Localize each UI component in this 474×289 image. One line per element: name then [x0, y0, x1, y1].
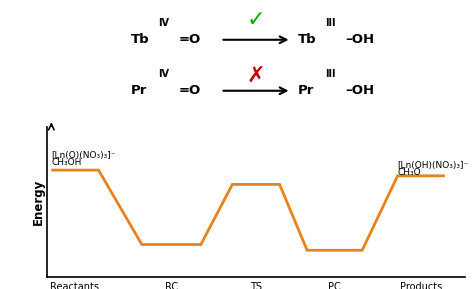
Text: III: III	[325, 18, 335, 28]
Text: =O: =O	[179, 33, 201, 46]
Text: Pr: Pr	[298, 84, 314, 97]
Text: ✗: ✗	[246, 66, 265, 86]
Text: Tb: Tb	[131, 33, 149, 46]
Text: Tb: Tb	[298, 33, 316, 46]
Text: –OH: –OH	[346, 33, 375, 46]
Text: [Ln(O)(NO₃)₃]⁻: [Ln(O)(NO₃)₃]⁻	[51, 151, 116, 160]
Text: –OH: –OH	[346, 84, 375, 97]
Text: III: III	[325, 69, 335, 79]
Text: Pr: Pr	[131, 84, 147, 97]
Text: [Ln(OH)(NO₃)₃]⁻: [Ln(OH)(NO₃)₃]⁻	[398, 161, 469, 170]
Text: CH₃O: CH₃O	[398, 168, 421, 177]
Text: IV: IV	[158, 69, 169, 79]
Text: ✓: ✓	[246, 10, 265, 30]
Text: =O: =O	[179, 84, 201, 97]
Text: IV: IV	[158, 18, 169, 28]
Text: CH₃OH: CH₃OH	[51, 158, 82, 167]
Y-axis label: Energy: Energy	[32, 179, 45, 225]
